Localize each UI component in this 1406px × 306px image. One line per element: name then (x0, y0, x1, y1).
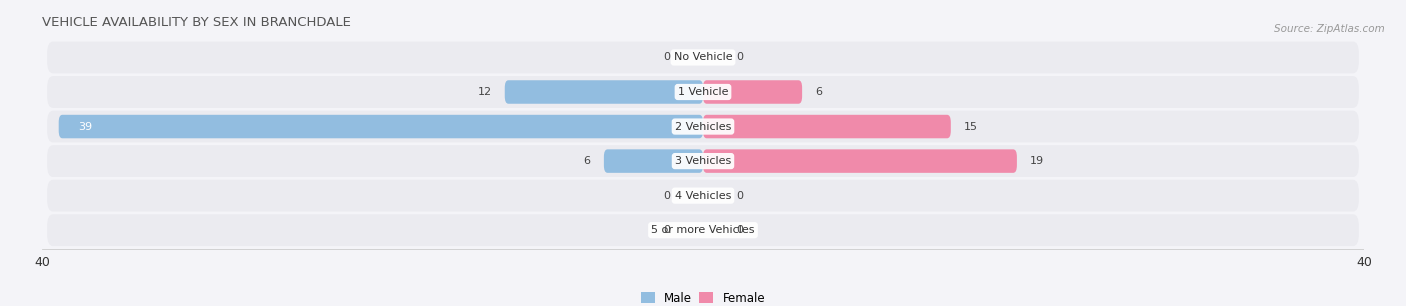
Text: 6: 6 (815, 87, 823, 97)
FancyBboxPatch shape (703, 80, 801, 104)
Text: 39: 39 (79, 121, 93, 132)
FancyBboxPatch shape (48, 145, 1358, 177)
Text: 0: 0 (737, 225, 742, 235)
Text: No Vehicle: No Vehicle (673, 52, 733, 62)
Text: 1 Vehicle: 1 Vehicle (678, 87, 728, 97)
Text: VEHICLE AVAILABILITY BY SEX IN BRANCHDALE: VEHICLE AVAILABILITY BY SEX IN BRANCHDAL… (42, 16, 352, 28)
FancyBboxPatch shape (703, 115, 950, 138)
FancyBboxPatch shape (605, 149, 703, 173)
Text: 0: 0 (664, 52, 669, 62)
FancyBboxPatch shape (48, 180, 1358, 211)
Text: Source: ZipAtlas.com: Source: ZipAtlas.com (1274, 24, 1385, 35)
Text: 2 Vehicles: 2 Vehicles (675, 121, 731, 132)
Text: 0: 0 (737, 191, 742, 201)
Text: 0: 0 (664, 225, 669, 235)
Text: 6: 6 (583, 156, 591, 166)
Text: 0: 0 (737, 52, 742, 62)
Text: 19: 19 (1031, 156, 1045, 166)
FancyBboxPatch shape (48, 42, 1358, 73)
FancyBboxPatch shape (48, 214, 1358, 246)
Legend: Male, Female: Male, Female (636, 287, 770, 306)
Text: 4 Vehicles: 4 Vehicles (675, 191, 731, 201)
FancyBboxPatch shape (703, 149, 1017, 173)
Text: 3 Vehicles: 3 Vehicles (675, 156, 731, 166)
Text: 5 or more Vehicles: 5 or more Vehicles (651, 225, 755, 235)
Text: 0: 0 (664, 191, 669, 201)
FancyBboxPatch shape (48, 76, 1358, 108)
FancyBboxPatch shape (48, 111, 1358, 142)
FancyBboxPatch shape (59, 115, 703, 138)
FancyBboxPatch shape (505, 80, 703, 104)
Text: 15: 15 (965, 121, 979, 132)
Text: 12: 12 (478, 87, 492, 97)
